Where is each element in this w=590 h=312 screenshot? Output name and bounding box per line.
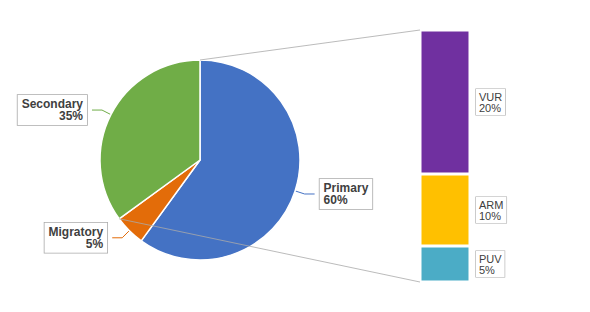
svg-text:10%: 10%: [479, 210, 501, 222]
svg-text:Migratory: Migratory: [48, 224, 104, 239]
svg-text:PUV: PUV: [479, 252, 502, 265]
svg-text:5%: 5%: [86, 237, 104, 251]
svg-text:5%: 5%: [479, 264, 495, 276]
svg-text:ARM: ARM: [479, 198, 504, 211]
svg-text:Secondary: Secondary: [21, 97, 83, 112]
svg-text:20%: 20%: [479, 102, 501, 114]
svg-text:Primary: Primary: [323, 181, 369, 195]
svg-text:35%: 35%: [59, 109, 83, 123]
svg-text:VUR: VUR: [479, 90, 503, 103]
svg-text:60%: 60%: [324, 193, 348, 207]
